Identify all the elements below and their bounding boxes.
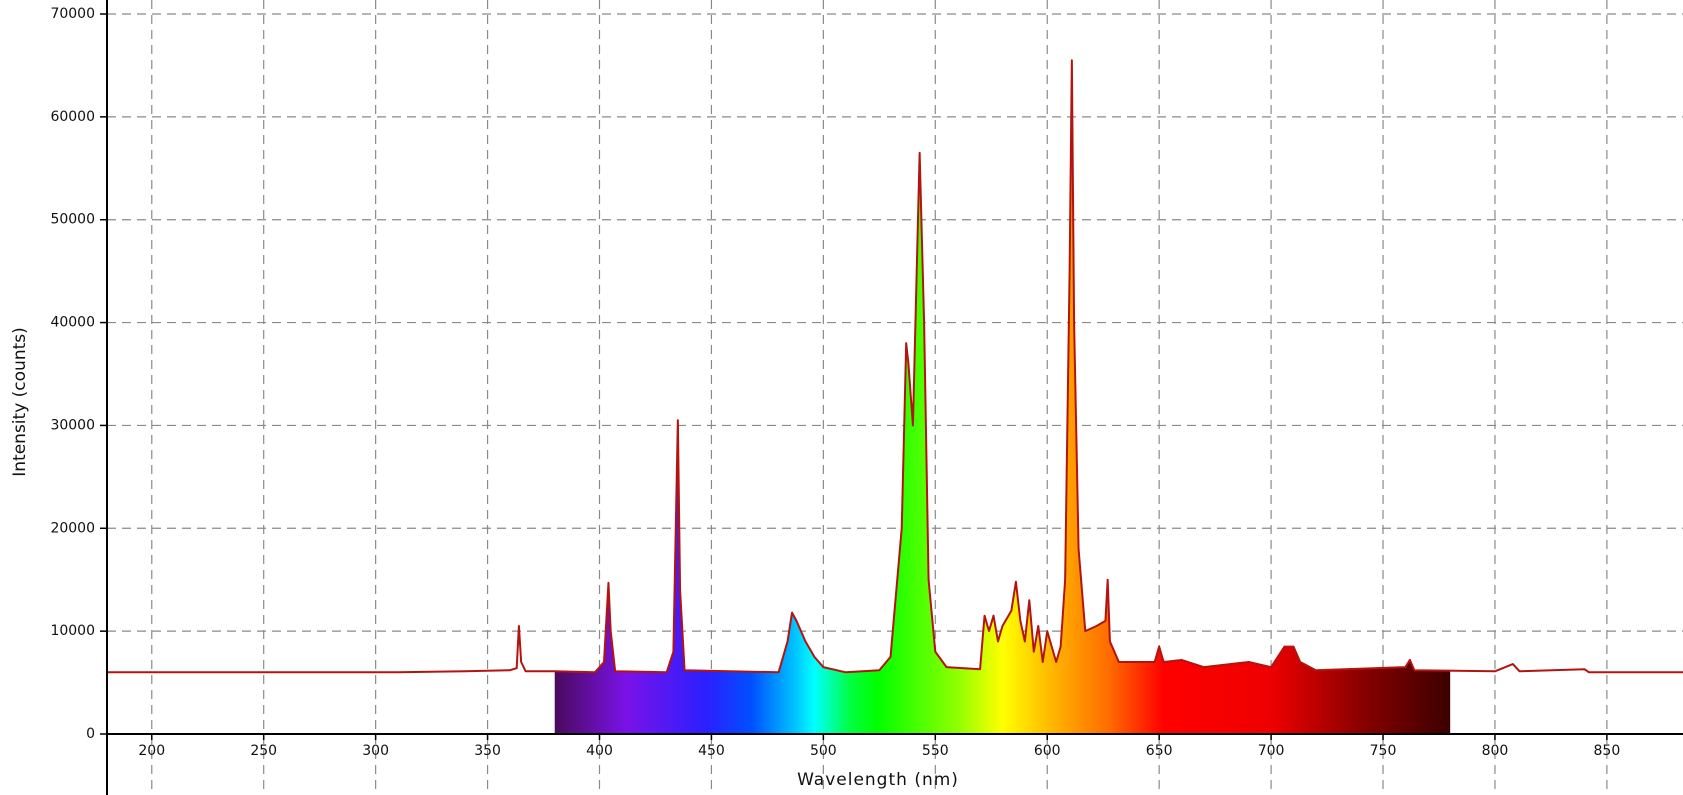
x-tick-label: 650: [1146, 743, 1173, 759]
x-tick-label: 750: [1370, 743, 1397, 759]
spectrum-area: [554, 60, 1451, 734]
spectrum-line: [107, 59, 1683, 674]
y-tick-label: 50000: [50, 212, 95, 228]
x-axis-label: Wavelength (nm): [797, 770, 959, 790]
x-tick-label: 200: [138, 743, 165, 759]
y-tick-label: 0: [86, 726, 95, 742]
y-tick-label: 70000: [50, 6, 95, 22]
y-tick-label: 60000: [50, 109, 95, 125]
x-tick-label: 550: [922, 743, 949, 759]
x-tick-label: 300: [362, 743, 389, 759]
x-tick-label: 350: [474, 743, 501, 759]
x-tick-label: 600: [1034, 743, 1061, 759]
y-tick-label: 40000: [50, 315, 95, 331]
y-tick-label: 10000: [50, 623, 95, 639]
x-tick-label: 700: [1258, 743, 1285, 759]
x-tick-label: 800: [1482, 743, 1509, 759]
y-axis-label: Intensity (counts): [10, 327, 30, 476]
y-tick-label: 30000: [50, 417, 95, 433]
x-tick-label: 400: [586, 743, 613, 759]
x-tick-label: 500: [810, 743, 837, 759]
x-tick-label: 850: [1594, 743, 1621, 759]
y-tick-label: 20000: [50, 520, 95, 536]
x-tick-label: 250: [250, 743, 277, 759]
x-tick-label: 450: [698, 743, 725, 759]
